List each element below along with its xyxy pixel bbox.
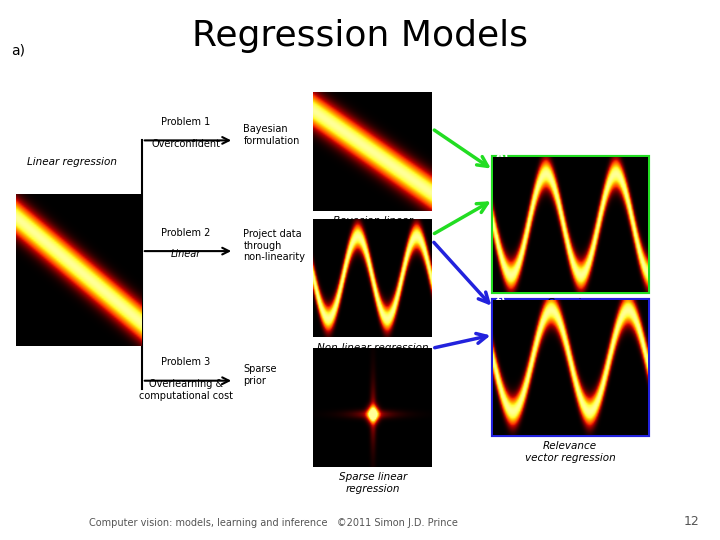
Text: Problem 1: Problem 1 — [161, 117, 210, 127]
Text: e): e) — [495, 151, 509, 164]
Text: Linear regression: Linear regression — [27, 157, 117, 167]
Text: Gaussian
process regression: Gaussian process regression — [521, 298, 619, 320]
Text: Non-linear regression: Non-linear regression — [317, 343, 429, 353]
Text: Sparse linear
regression: Sparse linear regression — [339, 472, 407, 494]
Text: b): b) — [315, 84, 328, 97]
Text: c): c) — [315, 211, 327, 224]
Text: Sparse
prior: Sparse prior — [243, 364, 277, 386]
Text: d): d) — [315, 341, 328, 354]
Text: Linear: Linear — [171, 249, 201, 260]
Text: Bayesian linear
regression: Bayesian linear regression — [333, 216, 413, 238]
Text: Regression Models: Regression Models — [192, 19, 528, 53]
Text: a): a) — [11, 43, 24, 57]
Text: Overconfident: Overconfident — [151, 139, 220, 149]
Text: Project data
through
non-linearity: Project data through non-linearity — [243, 229, 305, 262]
Text: Computer vision: models, learning and inference   ©2011 Simon J.D. Prince: Computer vision: models, learning and in… — [89, 518, 458, 528]
Bar — [493, 157, 648, 292]
Text: f): f) — [495, 296, 506, 309]
Text: Overlearning &
computational cost: Overlearning & computational cost — [139, 379, 233, 401]
Text: Problem 3: Problem 3 — [161, 357, 210, 367]
Text: Bayesian
formulation: Bayesian formulation — [243, 124, 300, 146]
Text: 12: 12 — [684, 515, 700, 528]
Text: Relevance
vector regression: Relevance vector regression — [525, 441, 616, 463]
Text: Problem 2: Problem 2 — [161, 227, 210, 238]
Bar — [493, 300, 648, 435]
